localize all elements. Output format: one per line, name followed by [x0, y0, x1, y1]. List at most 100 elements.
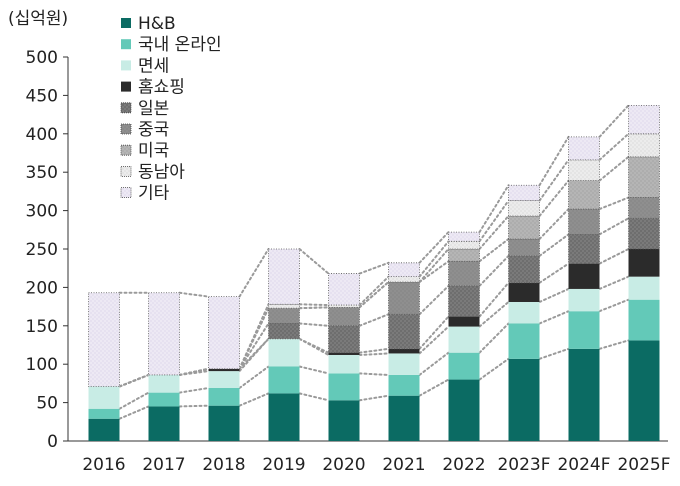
- bar-segment: [508, 323, 540, 359]
- x-tick-label: 2017: [142, 455, 185, 475]
- x-tick-label: 2022: [442, 455, 485, 475]
- connector-line: [418, 351, 450, 376]
- connector-line: [298, 303, 330, 307]
- bar-segment: [388, 348, 420, 354]
- bar-segment: [568, 136, 600, 161]
- legend-label: 미국: [138, 141, 169, 161]
- bar-segment: [448, 326, 480, 353]
- connector-line: [358, 313, 390, 327]
- bar-segment: [88, 418, 120, 441]
- bar-segment: [628, 340, 660, 441]
- legend-item: 중국: [120, 120, 169, 140]
- x-tick-label: 2016: [82, 455, 125, 475]
- bar-segment: [268, 393, 300, 441]
- connector-line: [598, 155, 630, 182]
- bar-segment: [388, 262, 420, 278]
- legend-swatch: [120, 123, 132, 135]
- legend-swatch: [121, 39, 131, 50]
- connector-line: [238, 322, 270, 370]
- bar-segment: [388, 374, 420, 396]
- bar-segment: [208, 388, 240, 406]
- connector-line: [418, 231, 450, 264]
- bar-segment: [388, 281, 420, 315]
- x-tick-label: 2019: [262, 455, 305, 475]
- connector-line: [358, 352, 390, 356]
- connector-line: [598, 339, 630, 350]
- bar-stack-2016: [88, 292, 120, 441]
- bar-segment: [448, 316, 480, 327]
- connector-line: [238, 248, 270, 298]
- bar-stack-2019: [268, 248, 300, 441]
- connector-line: [178, 404, 210, 408]
- bar-segment: [568, 180, 600, 210]
- bar-segment: [568, 159, 600, 182]
- connector-line: [478, 184, 510, 234]
- connector-line: [478, 281, 510, 318]
- legend-label: 기타: [138, 184, 170, 204]
- connector-line: [418, 248, 450, 284]
- bar-segment: [328, 325, 360, 354]
- connector-line: [238, 392, 270, 407]
- bar-segment: [148, 374, 180, 393]
- x-tick-label: 2021: [382, 455, 425, 475]
- connector-line: [598, 298, 630, 313]
- bar-segment: [268, 338, 300, 367]
- connector-line: [478, 199, 510, 243]
- bar-segment: [268, 248, 300, 305]
- legend-label: 국내 온라인: [138, 35, 222, 55]
- y-tick-label: 100: [26, 355, 58, 375]
- y-tick-label: 300: [26, 202, 58, 222]
- bar-segment: [508, 238, 540, 257]
- legend-item: 국내 온라인: [121, 35, 222, 55]
- bar-segment: [628, 217, 660, 250]
- bar-segment: [268, 323, 300, 340]
- legend-item: 일본: [120, 99, 169, 119]
- connector-line: [418, 260, 450, 284]
- bar-segment: [88, 292, 120, 387]
- connector-line: [538, 135, 570, 187]
- connector-line: [298, 248, 330, 275]
- y-tick-label: 150: [26, 317, 58, 337]
- connector-line: [418, 378, 450, 397]
- legend-label: H&B: [138, 14, 176, 34]
- legend-swatch: [120, 187, 132, 199]
- legend-item: H&B: [121, 14, 176, 34]
- connector-line: [598, 248, 630, 265]
- bar-segment: [88, 386, 120, 409]
- connector-line: [238, 303, 270, 370]
- connector-line: [478, 357, 510, 381]
- connector-line: [238, 337, 270, 370]
- bar-segment: [148, 292, 180, 376]
- x-tick-label: 2018: [202, 455, 245, 475]
- bar-segment: [448, 248, 480, 262]
- connector-line: [478, 254, 510, 287]
- bar-segment: [568, 348, 600, 441]
- connector-line: [358, 347, 390, 354]
- bar-stack-2018: [208, 296, 240, 441]
- bar-segment: [148, 406, 180, 441]
- bar-segment: [208, 368, 240, 372]
- legend-swatch: [120, 102, 132, 114]
- bar-stack-2017: [148, 292, 180, 441]
- connector-lines: [118, 104, 630, 420]
- bar-segment: [388, 395, 420, 441]
- connector-line: [418, 240, 450, 278]
- bar-segment: [448, 285, 480, 317]
- connector-line: [478, 322, 510, 354]
- connector-line: [118, 391, 150, 410]
- y-tick-label: 400: [26, 125, 58, 145]
- bar-segment: [268, 303, 300, 309]
- connector-line: [598, 196, 630, 211]
- legend-item: 기타: [120, 184, 170, 204]
- connector-line: [598, 104, 630, 138]
- bar-stack-2020: [328, 273, 360, 441]
- bar-segment: [388, 353, 420, 375]
- bar-stack-2022: [448, 231, 480, 441]
- connector-line: [358, 275, 390, 307]
- connector-line: [478, 238, 510, 263]
- connector-line: [538, 158, 570, 202]
- bar-segment: [508, 301, 540, 324]
- connector-line: [538, 347, 570, 360]
- bar-segment: [208, 296, 240, 370]
- bar-segment: [628, 276, 660, 300]
